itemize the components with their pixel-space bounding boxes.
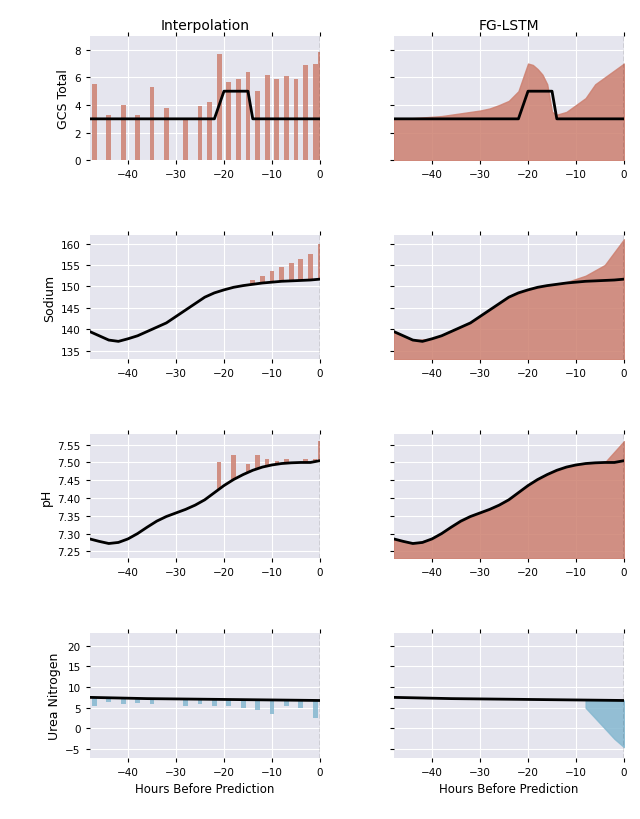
Bar — [183, 120, 188, 161]
Bar — [217, 463, 221, 490]
Bar — [284, 77, 289, 161]
Y-axis label: Urea Nitrogen: Urea Nitrogen — [48, 652, 61, 739]
Bar — [255, 700, 260, 710]
Bar — [289, 264, 294, 282]
Bar — [198, 699, 202, 704]
Bar — [303, 459, 308, 463]
Bar — [246, 73, 250, 161]
Bar — [308, 255, 313, 281]
Bar — [265, 75, 269, 161]
Bar — [150, 699, 154, 704]
Bar — [183, 699, 188, 706]
Bar — [269, 700, 275, 714]
Bar — [217, 55, 221, 161]
Y-axis label: Sodium: Sodium — [44, 274, 56, 321]
X-axis label: Hours Before Prediction: Hours Before Prediction — [439, 782, 579, 795]
Bar — [232, 456, 236, 480]
Bar — [275, 461, 279, 464]
Bar — [106, 115, 111, 161]
Bar — [265, 459, 269, 467]
Bar — [313, 65, 317, 161]
Bar — [241, 699, 246, 708]
Bar — [92, 698, 97, 706]
Bar — [164, 109, 169, 161]
Bar — [246, 464, 250, 473]
Bar — [284, 459, 289, 464]
Y-axis label: pH: pH — [40, 488, 53, 505]
Bar — [212, 699, 217, 706]
Title: Interpolation: Interpolation — [160, 19, 249, 33]
Bar — [135, 699, 140, 703]
Bar — [318, 441, 322, 461]
Bar — [198, 107, 202, 161]
Bar — [313, 700, 317, 718]
Bar — [298, 700, 303, 708]
Bar — [121, 106, 125, 161]
Bar — [121, 699, 125, 704]
Bar — [317, 53, 323, 161]
Bar — [255, 92, 260, 161]
Bar — [279, 268, 284, 282]
Bar — [250, 281, 255, 285]
Bar — [269, 272, 275, 283]
Bar — [92, 85, 97, 161]
Bar — [284, 700, 289, 706]
Bar — [207, 103, 212, 161]
Bar — [303, 66, 308, 161]
X-axis label: Hours Before Prediction: Hours Before Prediction — [135, 782, 275, 795]
Title: FG-LSTM: FG-LSTM — [479, 19, 539, 33]
Bar — [317, 244, 323, 280]
Bar — [298, 260, 303, 281]
Bar — [260, 276, 265, 283]
Bar — [275, 79, 279, 161]
Bar — [313, 459, 317, 462]
Bar — [106, 698, 111, 703]
Y-axis label: GCS Total: GCS Total — [57, 69, 70, 129]
Bar — [255, 456, 260, 469]
Bar — [236, 79, 241, 161]
Bar — [227, 699, 231, 707]
Bar — [294, 79, 298, 161]
Bar — [227, 83, 231, 161]
Bar — [150, 88, 154, 161]
Bar — [135, 115, 140, 161]
